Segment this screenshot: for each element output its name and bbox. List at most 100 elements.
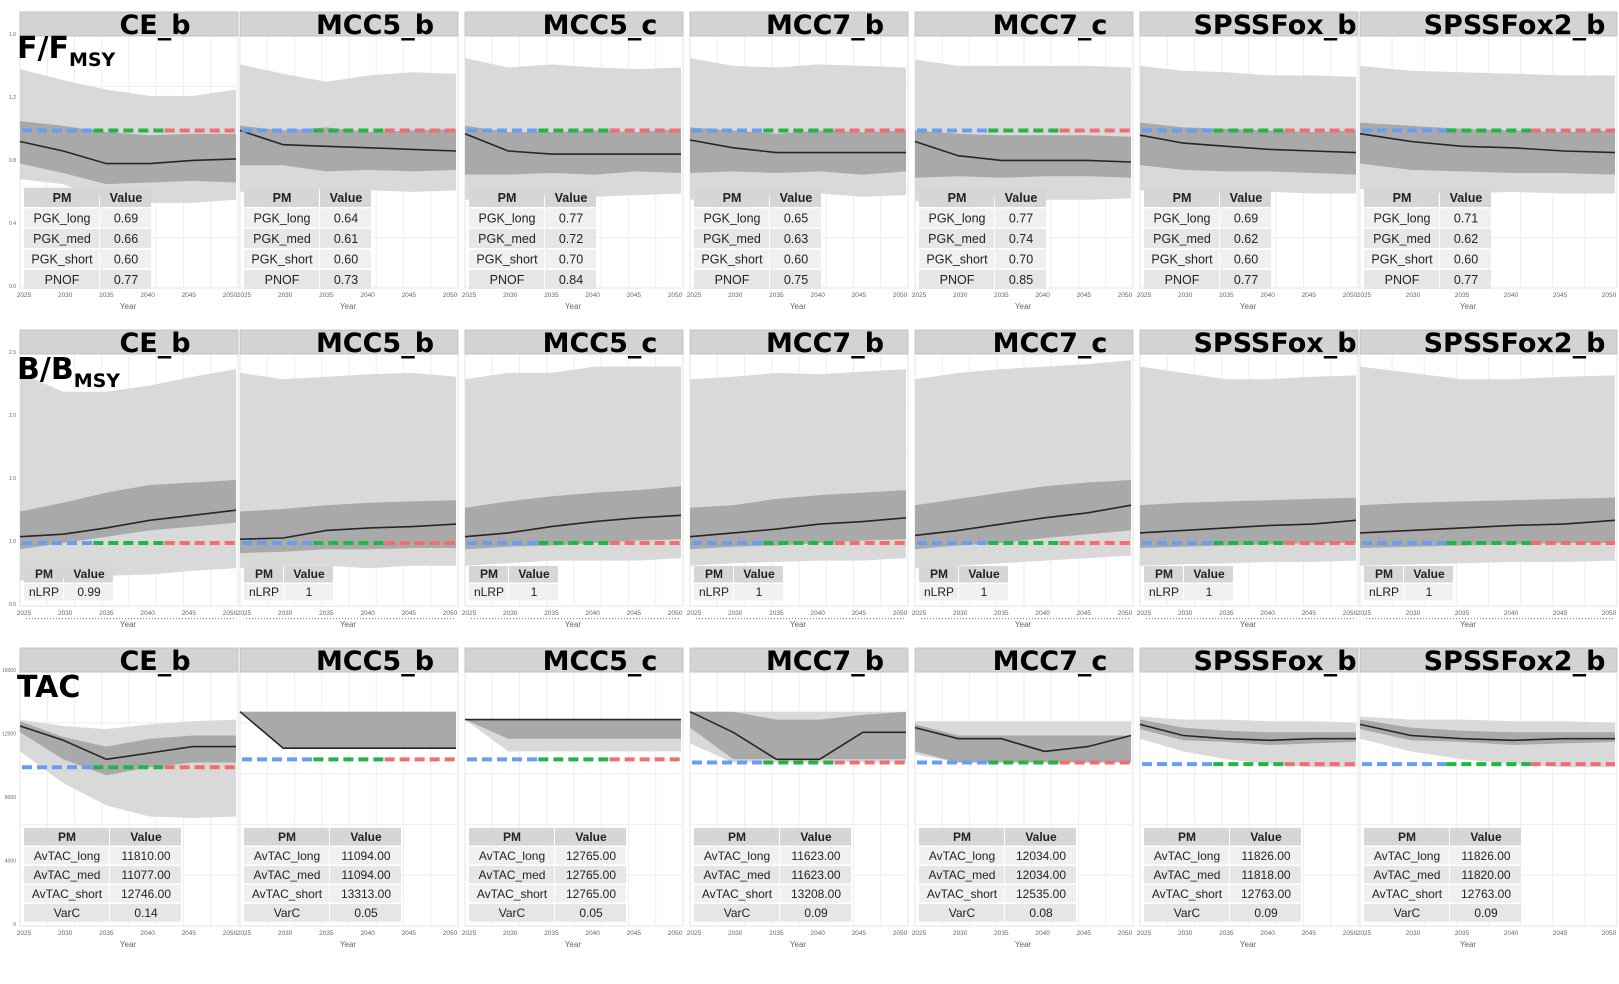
table-header-text: Value — [968, 567, 1000, 581]
x-tick-label: 2025 — [687, 292, 702, 299]
panel-TAC-CE_b: 2025 2030 2035 2040 2045 2050 CE_b PM Value AvTAC… — [17, 646, 239, 949]
table-cell — [919, 866, 1004, 884]
pm-table: PM Value nLRP 1 — [1144, 566, 1233, 601]
table-cell — [694, 584, 733, 601]
x-tick-label: 2025 — [17, 930, 32, 937]
inner-band — [240, 500, 456, 554]
table-cell-text: 0.84 — [559, 273, 583, 287]
pm-table: PM Value nLRP 1 — [469, 566, 558, 601]
y-tick-label: 12000 — [2, 732, 16, 738]
strip-header — [1139, 647, 1359, 673]
table-header-cell — [995, 188, 1046, 207]
x-tick-label: 2030 — [278, 930, 293, 937]
table-cell-text: 0.62 — [1454, 232, 1478, 246]
strip-header — [1359, 647, 1618, 673]
panel-F_FMSY-SPSSFox2_b: 2025 2030 2035 2040 2045 2050 SPSSFox2_b PM Valu… — [1357, 10, 1618, 311]
table-cell-text: 13313.00 — [341, 887, 391, 901]
x-tick-label: 2050 — [1343, 610, 1358, 617]
x-tick-label: 2035 — [319, 610, 334, 617]
table-cell — [919, 249, 994, 269]
x-axis-title: Year — [565, 940, 582, 949]
table-header-text: PM — [1393, 191, 1412, 205]
y-tick-label: 1.2 — [9, 95, 16, 101]
table-header-text: Value — [743, 567, 775, 581]
table-header-cell — [244, 828, 329, 846]
table-cell-text: 12763.00 — [1461, 887, 1511, 901]
table-cell-text: 0.85 — [1009, 273, 1033, 287]
panel-title: MCC7_b — [766, 328, 884, 359]
table-header-text: Value — [1230, 191, 1263, 205]
x-tick-label: 2045 — [1077, 292, 1092, 299]
median-line — [239, 523, 457, 540]
table-cell-text: 0.70 — [559, 252, 583, 266]
pm-table: PM Value AvTAC_long 11623.00 AvTAC_med 11623.… — [694, 828, 851, 922]
median-line — [914, 140, 1132, 163]
table-cell — [555, 904, 626, 922]
x-tick-label: 2040 — [140, 292, 155, 299]
inner-band — [690, 127, 906, 175]
pm-table: PM Value PGK_long 0.77 PGK_med 0.72 PGK_short 0… — [469, 188, 596, 289]
panel-title: MCC7_c — [993, 328, 1108, 359]
x-tick-label: 2050 — [1343, 930, 1358, 937]
x-tick-label: 2045 — [182, 930, 197, 937]
table-cell — [694, 904, 779, 922]
table-header-text: Value — [800, 830, 832, 844]
median-line — [464, 132, 681, 155]
x-tick-label: 2030 — [728, 610, 743, 617]
table-cell — [244, 584, 283, 601]
x-tick-label: 2025 — [462, 292, 477, 299]
table-cell-text: 0.62 — [1234, 232, 1258, 246]
table-cell-text: 11826.00 — [1241, 849, 1290, 863]
pm-table: PM Value nLRP 0.99 — [24, 566, 113, 601]
x-tick-label: 2045 — [1553, 292, 1568, 299]
table-cell-text: PGK_short — [31, 252, 93, 266]
table-cell-text: PNOF — [1165, 273, 1200, 287]
strip-header — [1139, 11, 1359, 37]
table-cell — [24, 866, 109, 884]
table-cell — [545, 229, 596, 248]
table-header-cell — [24, 566, 63, 583]
table-cell-text: VarC — [724, 906, 751, 920]
median-line — [19, 140, 237, 165]
y-tick-label: 0.4 — [9, 221, 16, 227]
table-header-text: Value — [575, 830, 607, 844]
table-header-text: PM — [503, 830, 521, 844]
table-cell — [1440, 208, 1491, 228]
panel-title: SPSSFox_b — [1193, 646, 1356, 677]
median-line — [1139, 519, 1357, 534]
table-cell-text: 0.60 — [1454, 252, 1478, 266]
x-tick-label: 2025 — [237, 292, 252, 299]
table-header-text: PM — [255, 567, 273, 581]
table-cell-text: 0.77 — [1009, 211, 1033, 225]
table-header-text: PM — [1375, 567, 1393, 581]
x-tick-label: 2035 — [544, 610, 559, 617]
table-cell-text: nLRP — [924, 585, 954, 599]
x-tick-label: 2025 — [1137, 930, 1152, 937]
x-axis-title: Year — [1015, 302, 1032, 311]
x-tick-label: 2045 — [1302, 930, 1317, 937]
x-axis-title: Year — [1240, 620, 1257, 629]
table-cell-text: 11094.00 — [341, 868, 390, 882]
x-tick-label: 2035 — [1219, 930, 1234, 937]
table-cell — [780, 904, 851, 922]
table-cell — [694, 885, 779, 903]
x-tick-label: 2045 — [402, 292, 417, 299]
panel-F_FMSY-MCC7_c: 2025 2030 2035 2040 2045 2050 MCC7_c PM Value PGK… — [912, 10, 1134, 311]
table-header-text: PM — [1173, 191, 1192, 205]
x-axis-title: Year — [340, 620, 357, 629]
table-cell — [1144, 270, 1219, 289]
table-header-cell — [1144, 566, 1183, 583]
inner-band — [465, 486, 681, 550]
y-tick-label: 4000 — [5, 859, 16, 865]
x-axis-title: Year — [340, 940, 357, 949]
table-cell — [1230, 847, 1301, 865]
x-tick-label: 2025 — [462, 610, 477, 617]
x-tick-label: 2045 — [627, 610, 642, 617]
table-cell-text: AvTAC_short — [1152, 887, 1223, 901]
x-tick-label: 2045 — [182, 292, 197, 299]
table-cell — [995, 208, 1046, 228]
median-line — [1139, 134, 1357, 154]
pm-table: PM Value AvTAC_long 11826.00 AvTAC_med 11818.… — [1144, 828, 1301, 922]
panel-TAC-SPSSFox2_b: 2025 2030 2035 2040 2045 2050 SPSSFox2_b PM Valu… — [1357, 646, 1618, 949]
pm-table: PM Value PGK_long 0.65 PGK_med 0.63 PGK_short 0… — [694, 188, 821, 289]
